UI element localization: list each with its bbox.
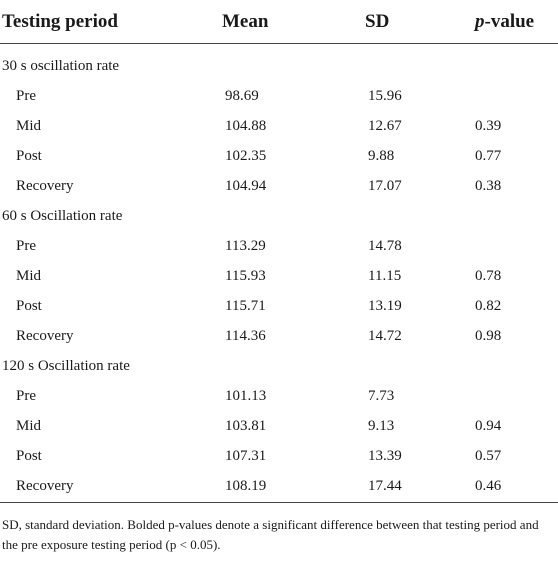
cell-mean: 108.19 — [222, 471, 365, 503]
table-row: Post 107.31 13.39 0.57 — [0, 441, 558, 471]
table-row: Recovery 108.19 17.44 0.46 — [0, 471, 558, 503]
cell-p-value — [475, 381, 558, 411]
cell-mean: 104.88 — [225, 117, 267, 134]
cell-mean: 107.31 — [225, 447, 267, 464]
group-title: 60 s Oscillation rate — [2, 207, 123, 224]
table-row: Recovery 104.94 17.07 0.38 — [0, 171, 558, 201]
spacer-row — [0, 44, 558, 52]
cell-testing-period: Pre — [16, 237, 36, 254]
cell-testing-period: Recovery — [16, 177, 74, 194]
cell-mean: 113.29 — [225, 237, 266, 254]
cell-p-value: 0.38 — [475, 177, 502, 194]
header-testing-period: Testing period — [0, 0, 222, 44]
table-row: Mid 104.88 12.67 0.39 — [0, 111, 558, 141]
header-mean: Mean — [222, 0, 365, 44]
cell-sd: 15.96 — [368, 87, 402, 104]
cell-testing-period: Post — [16, 297, 42, 314]
cell-mean: 104.94 — [225, 177, 267, 194]
cell-mean: 103.81 — [225, 417, 267, 434]
group-title: 30 s oscillation rate — [2, 57, 120, 74]
cell-sd: 17.07 — [368, 177, 402, 194]
cell-p-value — [475, 81, 558, 111]
cell-mean: 115.71 — [225, 297, 266, 314]
table-row: Mid 103.81 9.13 0.94 — [0, 411, 558, 441]
group-header-row: 120 s Oscillation rate — [0, 351, 558, 381]
table-row: Pre 98.69 15.96 — [0, 81, 558, 111]
cell-mean: 101.13 — [225, 387, 267, 404]
cell-testing-period: Pre — [16, 387, 36, 404]
cell-p-value: 0.77 — [475, 147, 502, 164]
cell-testing-period: Recovery — [16, 327, 74, 344]
cell-p-value: 0.46 — [475, 471, 558, 503]
cell-testing-period: Mid — [16, 267, 42, 284]
table-body: 30 s oscillation rate Pre 98.69 15.96 Mid 104… — [0, 44, 558, 503]
cell-testing-period: Pre — [16, 87, 36, 104]
header-row: Testing period Mean SD p-value — [0, 0, 558, 44]
cell-sd: 13.39 — [368, 447, 402, 464]
cell-mean: 98.69 — [225, 87, 259, 104]
cell-mean: 114.36 — [225, 327, 266, 344]
table-row: Post 102.35 9.88 0.77 — [0, 141, 558, 171]
table-row: Pre 101.13 7.73 — [0, 381, 558, 411]
header-p-italic: p — [475, 10, 485, 32]
cell-sd: 14.72 — [368, 327, 402, 344]
results-table: Testing period Mean SD p-value 30 s osci… — [0, 0, 558, 503]
cell-mean: 102.35 — [225, 147, 267, 164]
cell-p-value: 0.78 — [475, 267, 502, 284]
cell-p-value: 0.94 — [475, 417, 502, 434]
cell-testing-period: Post — [16, 447, 42, 464]
cell-testing-period: Mid — [16, 117, 42, 134]
header-p-value: p-value — [475, 0, 558, 44]
table-row: Recovery 114.36 14.72 0.98 — [0, 321, 558, 351]
cell-p-value: 0.82 — [475, 297, 502, 314]
cell-sd: 13.19 — [368, 297, 402, 314]
cell-sd: 11.15 — [368, 267, 402, 284]
group-title: 120 s Oscillation rate — [2, 357, 130, 374]
cell-p-value — [475, 231, 558, 261]
table-row: Mid 115.93 11.15 0.78 — [0, 261, 558, 291]
cell-p-value: 0.98 — [475, 327, 502, 344]
table-row: Pre 113.29 14.78 — [0, 231, 558, 261]
cell-p-value: 0.57 — [475, 447, 502, 464]
cell-p-value: 0.39 — [475, 117, 502, 134]
cell-sd: 14.78 — [368, 237, 402, 254]
spacer-cell — [0, 44, 558, 52]
cell-testing-period: Recovery — [0, 471, 222, 503]
cell-sd: 7.73 — [368, 387, 395, 404]
cell-testing-period: Post — [16, 147, 42, 164]
cell-sd: 12.67 — [368, 117, 402, 134]
cell-mean: 115.93 — [225, 267, 266, 284]
cell-sd: 9.88 — [368, 147, 395, 164]
group-header-row: 60 s Oscillation rate — [0, 201, 558, 231]
table-footnote: SD, standard deviation. Bolded p-values … — [2, 517, 539, 552]
table-row: Post 115.71 13.19 0.82 — [0, 291, 558, 321]
cell-sd: 17.44 — [365, 471, 475, 503]
group-header-row: 30 s oscillation rate — [0, 51, 558, 81]
header-sd: SD — [365, 0, 475, 44]
cell-testing-period: Mid — [16, 417, 42, 434]
header-p-suffix: -value — [484, 10, 535, 32]
cell-sd: 9.13 — [368, 417, 395, 434]
